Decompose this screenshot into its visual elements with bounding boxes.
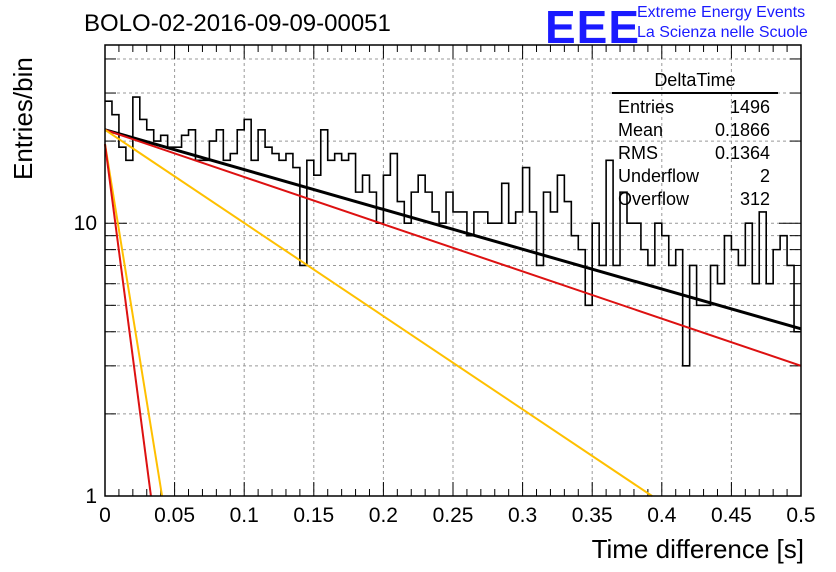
y-axis-label: Entries/bin <box>8 57 38 180</box>
stats-label: Entries <box>618 97 675 117</box>
fit-line <box>104 128 802 331</box>
x-tick-label: 0.05 <box>154 504 195 527</box>
x-tick-label: 0.15 <box>293 504 334 527</box>
x-tick-label: 0.45 <box>711 504 752 527</box>
x-tick-label: 0.25 <box>433 504 474 527</box>
y-tick-label: 1 <box>85 485 97 508</box>
x-tick-label: 0.1 <box>230 504 259 527</box>
logo-line-2: La Scienza nelle Scuole <box>637 24 808 41</box>
plot-frame <box>104 44 802 497</box>
fit-line <box>104 128 802 367</box>
fit-line <box>104 143 152 497</box>
fit-line <box>104 128 653 497</box>
stats-value: 1496 <box>729 97 770 117</box>
stats-row-mean: Mean 0.1866 <box>612 119 778 142</box>
stats-row-overflow: Overflow 312 <box>612 188 778 211</box>
stats-label: RMS <box>618 143 658 163</box>
logo-line-1: Extreme Energy Events <box>637 4 806 21</box>
x-tick-label: 0.4 <box>647 504 677 527</box>
stats-value: 2 <box>759 166 770 186</box>
x-tick-label: 0.2 <box>369 504 398 527</box>
stats-value: 0.1866 <box>714 120 770 140</box>
stats-value: 0.1364 <box>714 143 770 163</box>
stats-row-rms: RMS 0.1364 <box>612 142 778 165</box>
x-axis-label: Time difference [s] <box>591 534 804 564</box>
x-tick-label: 0.35 <box>572 504 613 527</box>
x-tick-label: 0.3 <box>508 504 537 527</box>
x-tick-label: 0.5 <box>786 504 815 527</box>
stats-title: DeltaTime <box>612 70 778 94</box>
x-tick-label: 0 <box>99 504 111 527</box>
y-tick-label: 10 <box>74 212 97 235</box>
stats-row-underflow: Underflow 2 <box>612 165 778 188</box>
stats-row-entries: Entries 1496 <box>612 96 778 119</box>
histogram-step-line <box>105 96 801 367</box>
stats-box: DeltaTime Entries 1496 Mean 0.1866 RMS 0… <box>612 70 778 211</box>
stats-label: Underflow <box>618 166 700 186</box>
fit-line <box>104 143 164 497</box>
eee-logo: EEE <box>545 1 641 53</box>
plot-title: BOLO-02-2016-09-09-00051 <box>84 10 391 37</box>
stats-label: Overflow <box>618 189 690 209</box>
stats-value: 312 <box>739 189 770 209</box>
stats-label: Mean <box>618 120 664 140</box>
